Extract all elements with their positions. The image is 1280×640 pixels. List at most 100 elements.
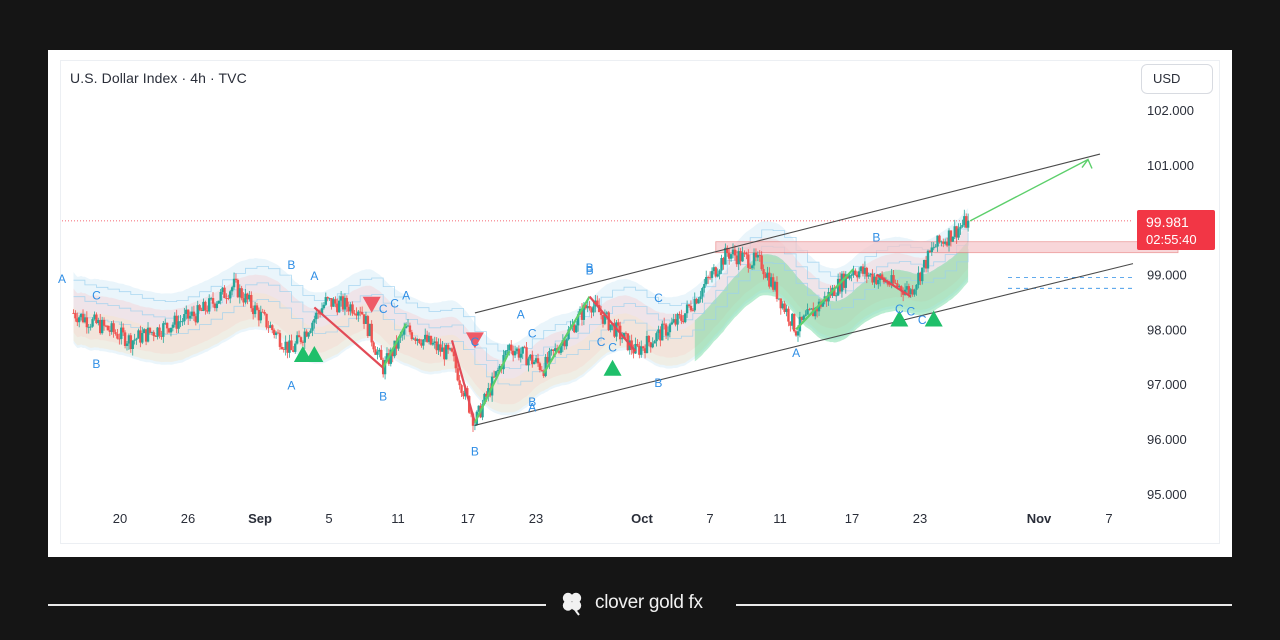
candle-body	[789, 321, 792, 326]
candle-body	[727, 253, 731, 259]
candle-body	[538, 363, 542, 370]
candle-body	[141, 332, 144, 343]
time-tick-label: 26	[181, 511, 195, 526]
candle-body	[622, 332, 626, 339]
candle-body	[288, 340, 291, 353]
candle-body	[691, 310, 695, 312]
candle-body	[204, 301, 207, 311]
candle-body	[662, 323, 666, 325]
candle-body	[687, 304, 691, 306]
candle-body	[863, 267, 867, 274]
wave-line	[875, 273, 912, 298]
candle-body	[712, 267, 716, 272]
time-tick-label: 7	[1105, 511, 1112, 526]
time-tick-label: 5	[325, 511, 332, 526]
candle-body	[576, 314, 580, 326]
candle-body	[800, 316, 804, 320]
candle-body	[353, 313, 356, 315]
candle-body	[196, 305, 199, 323]
time-tick-label: Nov	[1027, 511, 1052, 526]
candle-body	[567, 329, 570, 340]
candle-body	[943, 241, 947, 244]
candle-body	[506, 350, 509, 352]
candle-body	[299, 337, 303, 343]
footer-brand: clover gold fx	[558, 588, 703, 618]
price-tick-label: 101.000	[1147, 158, 1194, 173]
candle-body	[294, 343, 297, 352]
candle-body	[110, 323, 113, 332]
candle-body	[282, 349, 285, 350]
candle-body	[183, 314, 186, 322]
candle-body	[418, 339, 421, 344]
candle-body	[410, 332, 414, 339]
candle-body	[477, 405, 480, 412]
candle-body	[861, 266, 865, 274]
candle-body	[670, 322, 674, 325]
candle-body	[104, 325, 108, 327]
candle-body	[672, 319, 675, 323]
candle-body	[930, 247, 934, 253]
candle-body	[91, 319, 94, 327]
candle-body	[649, 342, 652, 348]
candle-body	[108, 330, 111, 332]
candle-body	[154, 335, 157, 337]
candle-body	[85, 317, 89, 328]
candle-body	[366, 316, 370, 337]
candle-body	[580, 309, 584, 320]
chart-panel	[60, 60, 1220, 544]
candle-body	[269, 325, 272, 328]
candle-body	[869, 273, 872, 276]
candle-body	[706, 277, 710, 278]
candle-body	[341, 296, 345, 310]
candle-body	[131, 340, 134, 350]
candle-body	[896, 283, 899, 287]
candle-body	[378, 349, 381, 352]
candle-body	[114, 332, 117, 334]
candle-body	[821, 301, 825, 307]
candle-body	[238, 288, 241, 298]
wave-label: B	[287, 258, 295, 272]
candle-body	[909, 289, 912, 295]
candle-body	[842, 273, 846, 288]
candle-body	[517, 348, 521, 358]
candle-body	[376, 351, 379, 355]
currency-selector[interactable]: USD	[1141, 64, 1213, 94]
price-axis[interactable]: 102.000 101.000 99.000 98.000 97.000 96.000 95…	[1147, 103, 1194, 502]
candle-body	[607, 312, 610, 331]
candle-body	[448, 348, 452, 350]
candle-body	[651, 343, 654, 348]
candle-body	[836, 278, 840, 296]
candle-body	[146, 327, 150, 342]
candle-body	[127, 335, 131, 344]
candle-body	[548, 350, 551, 363]
wave-line	[795, 268, 855, 331]
inner-band-bear	[73, 224, 969, 405]
candle-body	[97, 320, 100, 324]
wave-label: C	[906, 305, 915, 319]
candle-body	[743, 252, 746, 254]
candle-body	[213, 303, 217, 309]
candle-body	[251, 308, 255, 315]
candle-body	[320, 308, 324, 315]
candle-body	[143, 329, 146, 333]
candle-body	[380, 349, 383, 360]
candle-body	[666, 332, 670, 336]
candle-body	[752, 252, 756, 266]
candle-body	[248, 295, 251, 300]
time-axis[interactable]: 20 26 Sep 5 11 17 23 Oct 7 11 17 23 Nov 7	[113, 511, 1113, 526]
candle-body	[919, 272, 922, 282]
candle-body	[402, 328, 406, 335]
candle-body	[194, 316, 198, 323]
candle-body	[792, 313, 796, 332]
candle-body	[534, 358, 538, 362]
candle-body	[137, 330, 140, 339]
candle-body	[921, 267, 924, 282]
candle-body	[290, 340, 293, 351]
candle-body	[653, 341, 656, 344]
candle-body	[536, 358, 540, 364]
candle-body	[315, 312, 318, 320]
candle-body	[181, 321, 184, 323]
candle-body	[311, 322, 314, 331]
